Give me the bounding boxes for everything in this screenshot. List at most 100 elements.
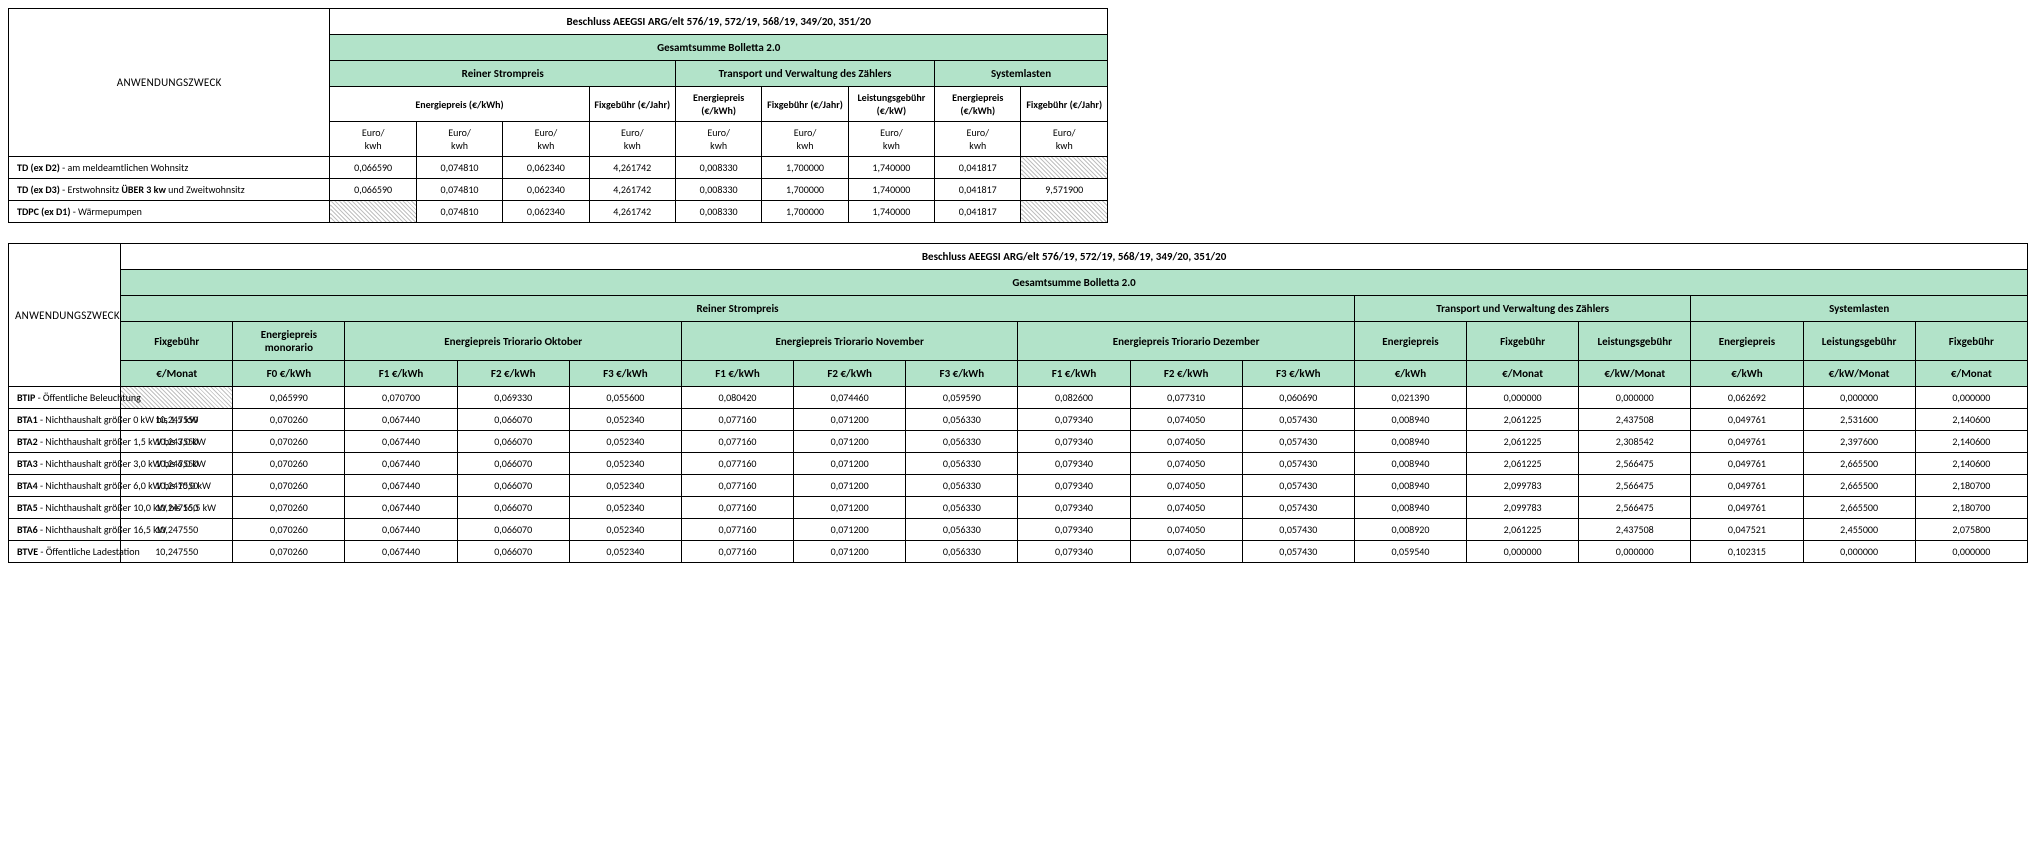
value-cell: 0,000000: [1467, 541, 1579, 563]
unit-cell: F2 €/kWh: [1130, 361, 1242, 387]
value-cell: 1,700000: [762, 179, 848, 201]
value-cell: 0,074810: [416, 201, 502, 223]
value-cell: 0,041817: [935, 157, 1021, 179]
unit-cell: F0 €/kWh: [233, 361, 345, 387]
value-cell: 0,074050: [1130, 519, 1242, 541]
value-cell: 0,066070: [457, 541, 569, 563]
value-cell: 0,071200: [794, 475, 906, 497]
value-cell: 0,074050: [1130, 409, 1242, 431]
value-cell: 2,437508: [1579, 409, 1691, 431]
value-cell: 0,055600: [569, 387, 681, 409]
value-cell: 0,062340: [503, 157, 589, 179]
value-cell: 0,052340: [569, 519, 681, 541]
tariff-table-1: ANWENDUNGSZWECK Beschluss AEEGSI ARG/elt…: [8, 8, 1108, 223]
value-cell: 0,056330: [906, 519, 1018, 541]
value-cell: 2,061225: [1467, 519, 1579, 541]
sub-s-ep: Energiepreis: [1691, 322, 1803, 361]
row-label: BTA6 - Nichthaushalt größer 16,5 kW: [9, 519, 121, 541]
value-cell: 0,052340: [569, 497, 681, 519]
value-cell: 0,077310: [1130, 387, 1242, 409]
value-cell: 0,057430: [1242, 497, 1354, 519]
value-cell: 0,000000: [1579, 541, 1691, 563]
value-cell: 0,052340: [569, 453, 681, 475]
value-cell: 0,071200: [794, 453, 906, 475]
value-cell: 9,571900: [1021, 179, 1108, 201]
value-cell: 0,008330: [675, 157, 761, 179]
value-cell: 0,000000: [1467, 387, 1579, 409]
unit-cell: F1 €/kWh: [1018, 361, 1130, 387]
value-cell: 2,455000: [1803, 519, 1915, 541]
sub-fix: Fixgebühr: [121, 322, 233, 361]
value-cell: 0,066070: [457, 497, 569, 519]
sub-s-leist: Leistungsgebühr: [1803, 322, 1915, 361]
value-cell: 0,066070: [457, 453, 569, 475]
sub-fixgebuehr2: Fixgebühr (€/Jahr): [762, 87, 848, 122]
value-cell: 2,437508: [1579, 519, 1691, 541]
sub-fixgebuehr: Fixgebühr (€/Jahr): [589, 87, 675, 122]
table-row: TD (ex D2) - am meldeamtlichen Wohnsitz 0…: [9, 157, 1108, 179]
value-cell: 0,056330: [906, 431, 1018, 453]
tariff-table-2: ANWENDUNGSZWECK Beschluss AEEGSI ARG/elt…: [8, 243, 2028, 563]
value-cell: 0,041817: [935, 201, 1021, 223]
value-cell: 0,070260: [233, 431, 345, 453]
value-cell: 0,070260: [233, 475, 345, 497]
unit-cell: F1 €/kWh: [681, 361, 793, 387]
group-system: Systemlasten: [1691, 296, 2028, 322]
unit-cell: F1 €/kWh: [345, 361, 457, 387]
value-cell: 1,740000: [848, 157, 934, 179]
row-label: BTA5 - Nichthaushalt größer 10,0 kW bis …: [9, 497, 121, 519]
value-cell: 0,070260: [233, 519, 345, 541]
group-strom: Reiner Strompreis: [121, 296, 1355, 322]
value-cell: 0,059540: [1354, 541, 1466, 563]
table-row: BTA6 - Nichthaushalt größer 16,5 kW10,24…: [9, 519, 2028, 541]
gesamtsumme-header: Gesamtsumme Bolletta 2.0: [121, 270, 2028, 296]
anwendung-header: ANWENDUNGSZWECK: [9, 244, 121, 387]
table-row: BTVE - Öffentliche Ladestation10,2475500…: [9, 541, 2028, 563]
value-cell: 2,531600: [1803, 409, 1915, 431]
value-cell: 2,665500: [1803, 475, 1915, 497]
value-cell: 0,077160: [681, 431, 793, 453]
value-cell: 0,008920: [1354, 519, 1466, 541]
value-cell: 0,021390: [1354, 387, 1466, 409]
unit-cell: €/Monat: [1467, 361, 1579, 387]
value-cell: 0,059590: [906, 387, 1018, 409]
value-cell: [330, 201, 416, 223]
value-cell: 0,069330: [457, 387, 569, 409]
sub-energiepreis3: Energiepreis (€/kWh): [935, 87, 1021, 122]
value-cell: 0,000000: [1803, 541, 1915, 563]
unit-cell: €/kW/Monat: [1803, 361, 1915, 387]
unit-cell: Euro/kwh: [416, 122, 502, 157]
value-cell: 4,261742: [589, 201, 675, 223]
sub-fixgebuehr3: Fixgebühr (€/Jahr): [1021, 87, 1108, 122]
value-cell: 0,066070: [457, 519, 569, 541]
unit-cell: F2 €/kWh: [457, 361, 569, 387]
unit-cell: €/kW/Monat: [1579, 361, 1691, 387]
table-row: BTA2 - Nichthaushalt größer 1,5 kW bis 3…: [9, 431, 2028, 453]
anwendung-header: ANWENDUNGSZWECK: [9, 9, 330, 157]
value-cell: 0,070260: [233, 453, 345, 475]
value-cell: 0,062340: [503, 201, 589, 223]
value-cell: 0,079340: [1018, 475, 1130, 497]
value-cell: 2,180700: [1915, 475, 2027, 497]
value-cell: 0,049761: [1691, 409, 1803, 431]
value-cell: 0,062340: [503, 179, 589, 201]
value-cell: 0,077160: [681, 475, 793, 497]
value-cell: 0,000000: [1915, 541, 2027, 563]
value-cell: 0,066590: [330, 179, 416, 201]
value-cell: 0,057430: [1242, 453, 1354, 475]
value-cell: 2,397600: [1803, 431, 1915, 453]
value-cell: 0,102315: [1691, 541, 1803, 563]
value-cell: 0,008940: [1354, 453, 1466, 475]
value-cell: 0,049761: [1691, 453, 1803, 475]
sub-okt: Energiepreis Triorario Oktober: [345, 322, 681, 361]
sub-energiepreis2: Energiepreis (€/kWh): [675, 87, 761, 122]
group-system: Systemlasten: [935, 61, 1108, 87]
value-cell: 0,041817: [935, 179, 1021, 201]
row-label: TD (ex D2) - am meldeamtlichen Wohnsitz: [9, 157, 330, 179]
value-cell: 0,079340: [1018, 431, 1130, 453]
value-cell: 2,140600: [1915, 431, 2027, 453]
value-cell: 2,140600: [1915, 409, 2027, 431]
row-label: BTA4 - Nichthaushalt größer 6,0 kW bis 1…: [9, 475, 121, 497]
unit-cell: Euro/kwh: [935, 122, 1021, 157]
value-cell: 2,061225: [1467, 453, 1579, 475]
